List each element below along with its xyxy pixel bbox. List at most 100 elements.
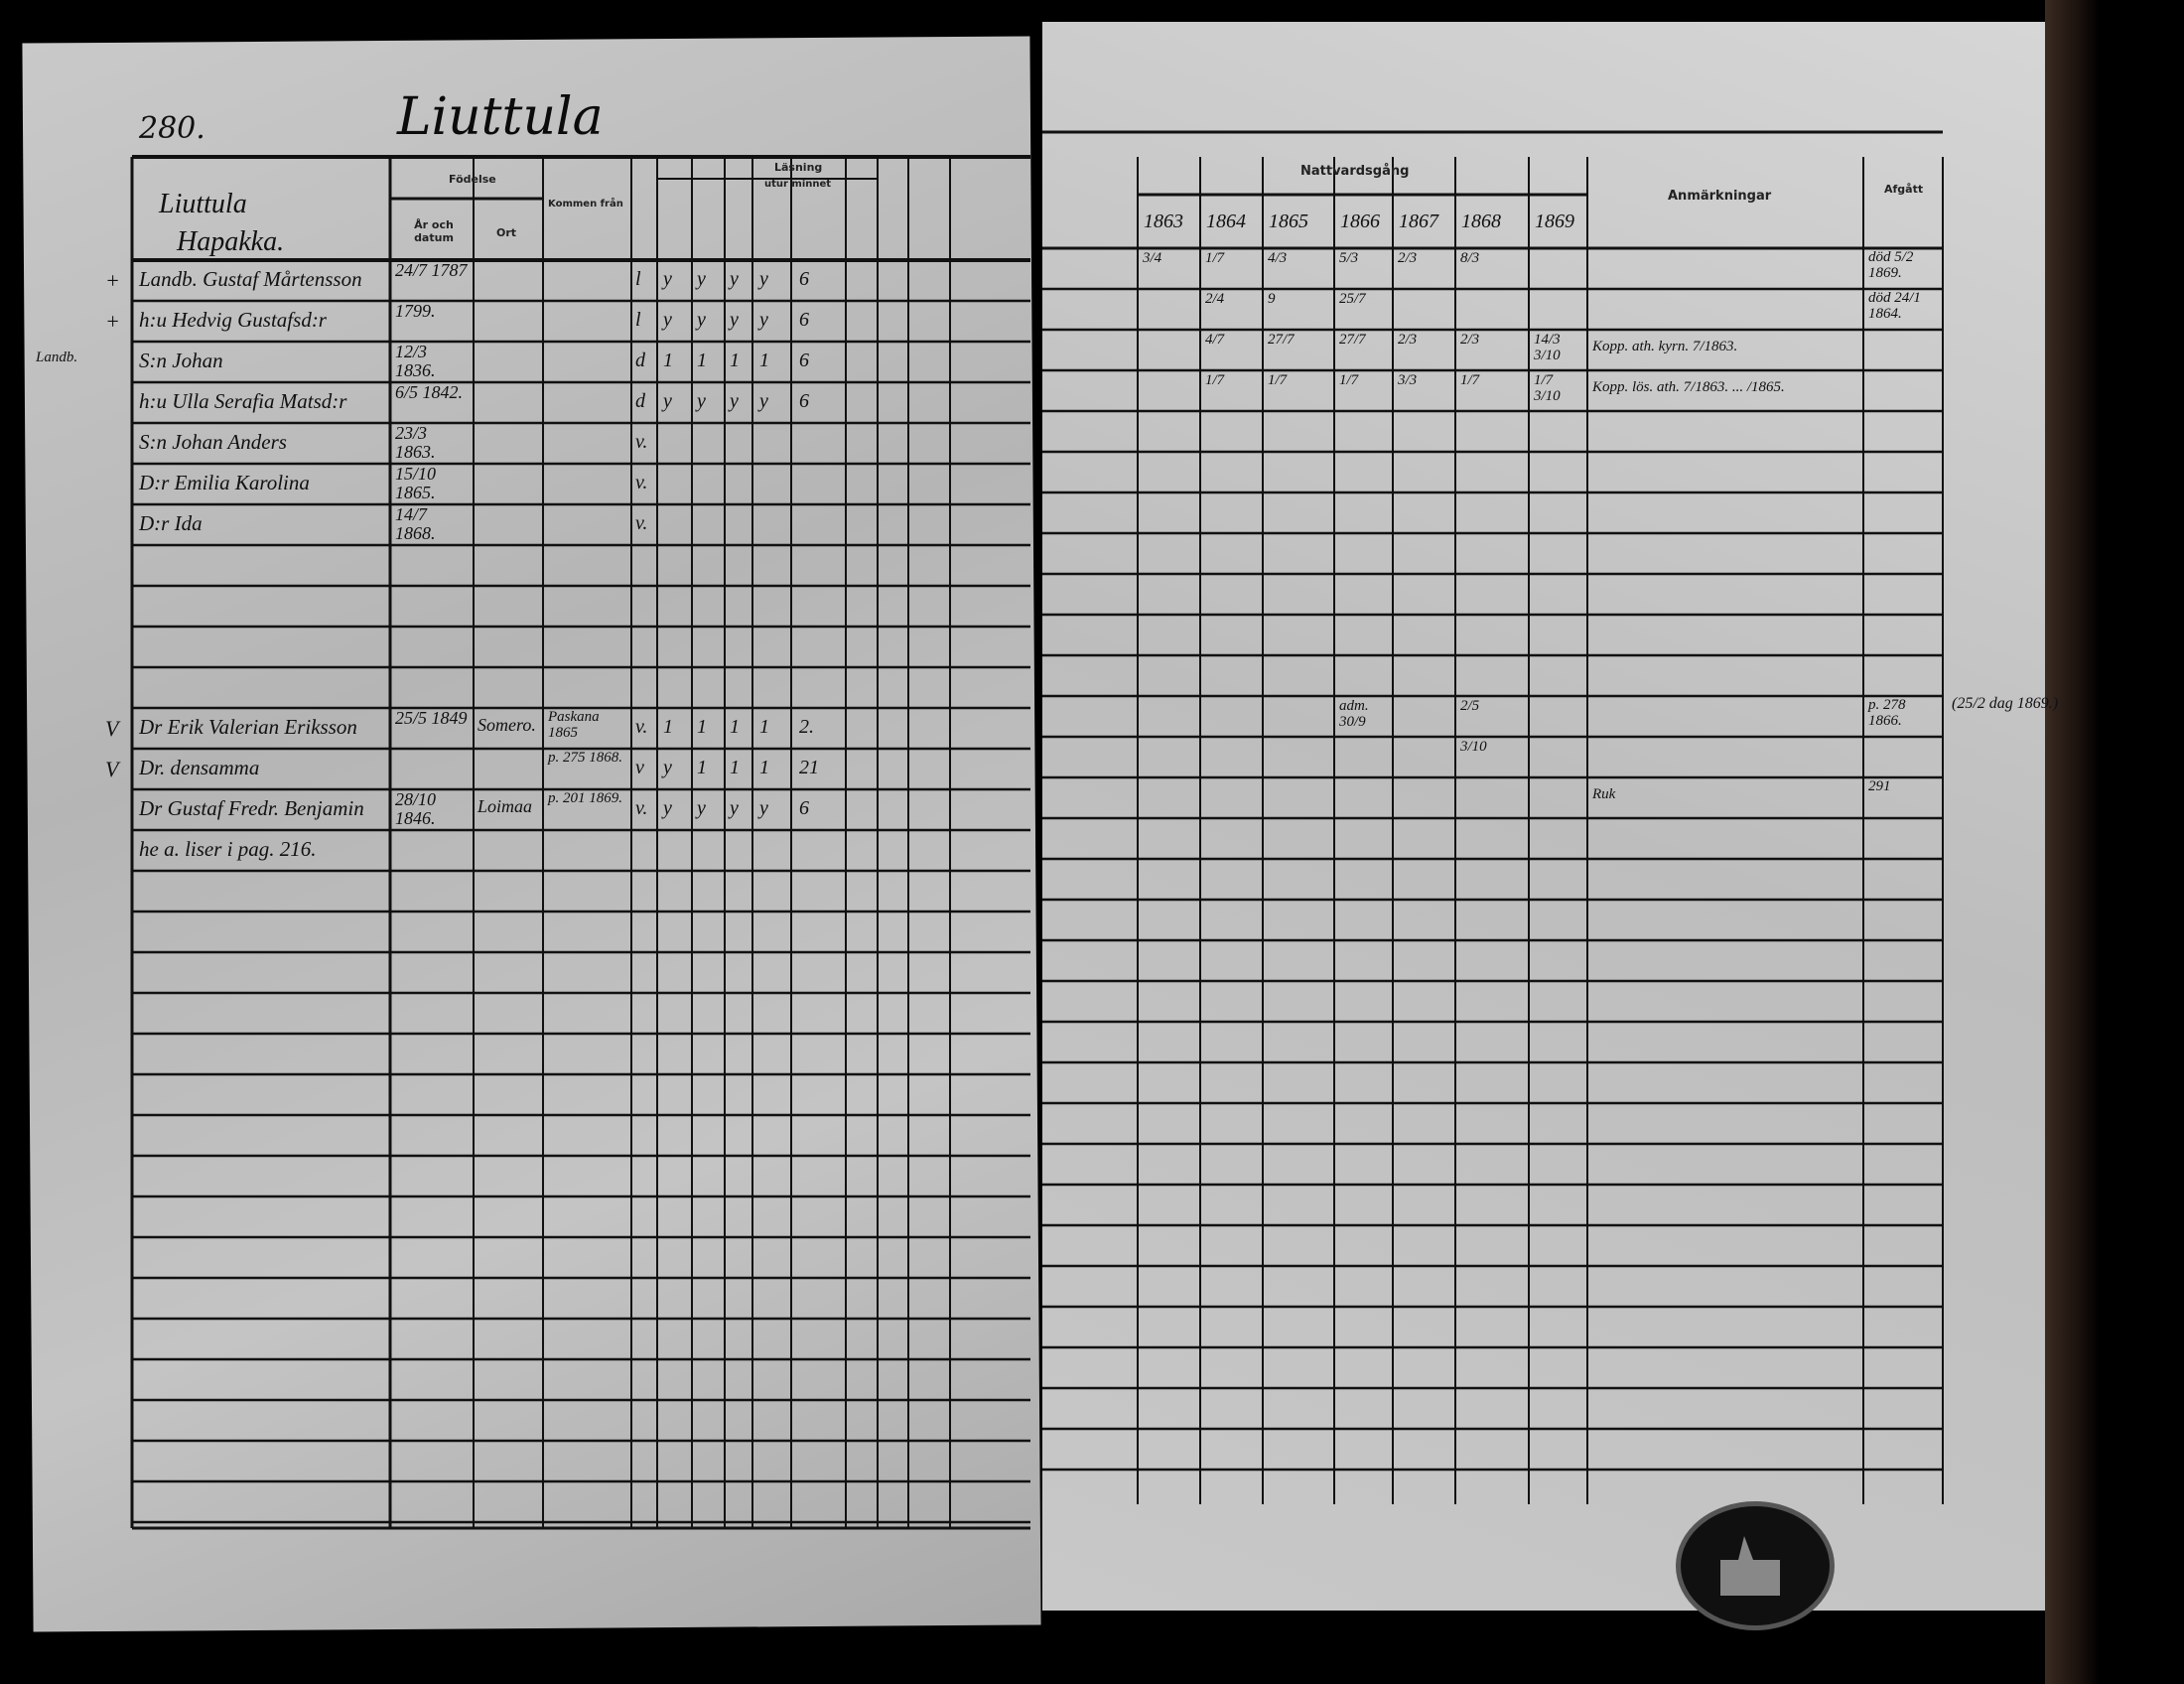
birth-date: 28/10 1846.	[395, 789, 437, 828]
birth-date: 14/7 1868.	[395, 504, 436, 543]
year-header: 1864	[1206, 210, 1246, 232]
margin-mark: V	[105, 716, 119, 741]
birth-date: 15/10 1865.	[395, 464, 437, 502]
header-came-from: Kommen från	[548, 199, 623, 210]
reading-mark: y	[697, 797, 706, 819]
reading-mark: y	[759, 797, 768, 819]
reading-mark: y	[759, 390, 768, 412]
reading-mark: y	[730, 309, 739, 331]
household-line-1: Liuttula	[159, 189, 247, 219]
year-header: 1865	[1269, 210, 1308, 232]
year-header: 1867	[1399, 210, 1438, 232]
communion-date: 3/4	[1143, 250, 1162, 266]
reading-mark: y	[697, 268, 706, 290]
header-communion: Nattvardsgång	[1300, 164, 1410, 179]
communion-date: 27/7	[1268, 332, 1295, 348]
reading-mark: v.	[635, 716, 648, 738]
person-name: Dr Erik Valerian Eriksson	[139, 715, 357, 739]
reading-mark: 6	[799, 797, 809, 819]
departed: p. 278 1866.	[1868, 697, 1906, 729]
birth-date: 6/5 1842.	[395, 382, 464, 402]
reading-mark: 1	[730, 757, 740, 778]
communion-date: 3/10	[1460, 739, 1487, 755]
reading-mark: y	[663, 309, 672, 331]
household-line-2: Hapakka.	[177, 226, 285, 257]
came-from: p. 201 1869.	[548, 790, 622, 806]
person-name: D:r Ida	[139, 511, 203, 535]
communion-date: adm. 30/9	[1339, 698, 1369, 730]
birth-date: 25/5 1849	[395, 708, 468, 728]
year-header: 1868	[1461, 210, 1501, 232]
birth-date: 23/3 1863.	[395, 423, 436, 462]
departed: död 5/2 1869.	[1868, 249, 1914, 281]
margin-note: (25/2 dag 1869.)	[1952, 695, 2059, 712]
reading-mark: 6	[799, 390, 809, 412]
margin-mark: Landb.	[36, 350, 78, 365]
person-name: h:u Hedvig Gustafsd:r	[139, 308, 327, 332]
header-year-date: År och datum	[414, 218, 454, 244]
reading-mark: y	[663, 390, 672, 412]
margin-mark: V	[105, 757, 119, 781]
header-place: Ort	[496, 226, 517, 239]
reading-mark: 1	[730, 716, 740, 738]
remark: Kopp. ath. kyrn. 7/1863.	[1592, 339, 1738, 354]
person-name: h:u Ulla Serafia Matsd:r	[139, 389, 347, 413]
communion-date: 9	[1268, 291, 1276, 307]
reading-mark: 2.	[799, 716, 814, 738]
came-from: p. 275 1868.	[548, 750, 622, 766]
communion-date: 2/3	[1398, 250, 1418, 266]
reading-mark: 1	[759, 716, 769, 738]
communion-date: 14/3 3/10	[1534, 332, 1561, 363]
person-name: Dr. densamma	[139, 756, 260, 779]
reading-mark: v.	[635, 472, 648, 493]
reading-mark: 1	[663, 350, 673, 371]
reading-mark: 6	[799, 309, 809, 331]
page-number: 280.	[139, 111, 205, 146]
reading-mark: y	[730, 797, 739, 819]
birth-date: 1799.	[395, 301, 436, 321]
communion-date: 2/3	[1398, 332, 1418, 348]
header-from-memory: utur minnet	[764, 179, 832, 190]
communion-date: 1/7	[1205, 250, 1225, 266]
archive-stamp	[1676, 1501, 1835, 1630]
reading-mark: y	[759, 268, 768, 290]
communion-date: 2/3	[1460, 332, 1480, 348]
person-name: D:r Emilia Karolina	[139, 471, 310, 494]
reading-mark: 6	[799, 268, 809, 290]
right-page	[1042, 22, 2055, 1611]
reading-mark: 1	[759, 350, 769, 371]
reading-mark: 21	[799, 757, 819, 778]
reading-mark: v	[635, 757, 644, 778]
reading-mark: y	[697, 390, 706, 412]
header-departed: Afgått	[1884, 183, 1924, 196]
departed: 291	[1868, 778, 1891, 794]
reading-mark: 1	[697, 716, 707, 738]
reading-mark: d	[635, 350, 645, 371]
came-from: Paskana 1865	[548, 709, 600, 741]
header-birth: Födelse	[449, 173, 496, 186]
person-name: S:n Johan	[139, 349, 223, 372]
reading-mark: y	[730, 390, 739, 412]
birth-date: 24/7 1787	[395, 260, 468, 280]
reading-mark: v.	[635, 512, 648, 534]
communion-date: 3/3	[1398, 372, 1418, 388]
reading-mark: l	[635, 309, 641, 331]
communion-date: 1/7	[1460, 372, 1480, 388]
reading-mark: v.	[635, 431, 648, 453]
communion-date: 27/7	[1339, 332, 1366, 348]
communion-date: 8/3	[1460, 250, 1480, 266]
reading-mark: y	[730, 268, 739, 290]
margin-mark: +	[105, 268, 120, 293]
year-header: 1863	[1144, 210, 1183, 232]
reading-mark: 1	[759, 757, 769, 778]
header-reading: Läsning	[774, 161, 823, 174]
reading-mark: y	[663, 757, 672, 778]
reading-mark: l	[635, 268, 641, 290]
departed: död 24/1 1864.	[1868, 290, 1921, 322]
remark: Kopp. lös. ath. 7/1863. ... /1865.	[1592, 379, 1785, 395]
reading-mark: y	[759, 309, 768, 331]
communion-date: 2/4	[1205, 291, 1225, 307]
person-name: he a. liser i pag. 216.	[139, 837, 317, 861]
reading-mark: d	[635, 390, 645, 412]
